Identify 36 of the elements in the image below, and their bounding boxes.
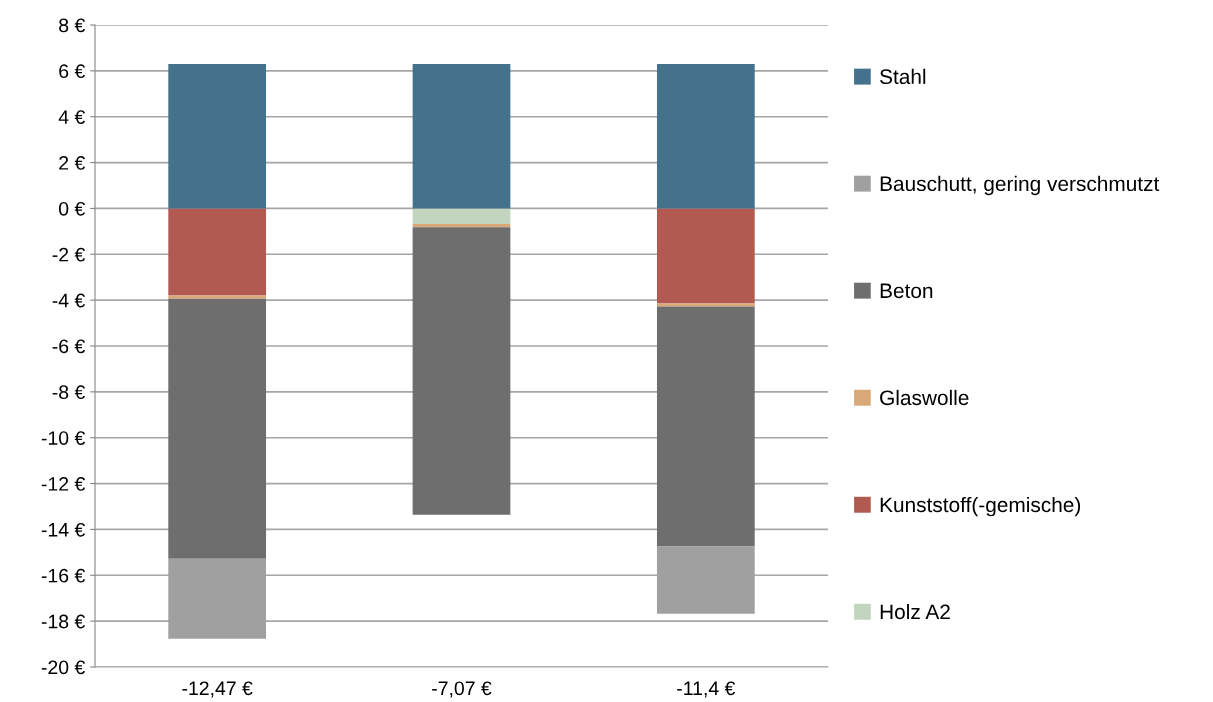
- bar: [412, 227, 511, 515]
- bar: [168, 295, 267, 299]
- y-tick-label: -18 €: [41, 614, 86, 629]
- legend-label: Kunststoff(-gemische): [880, 496, 1081, 517]
- y-tick-label: -14 €: [41, 522, 86, 537]
- bar: [412, 208, 511, 225]
- legend-label: Stahl: [880, 68, 926, 85]
- x-tick-label: -11,4 €: [677, 681, 736, 698]
- y-tick-label: 6 €: [59, 64, 86, 79]
- legend-label: Holz A2: [880, 603, 950, 620]
- legend-label: Glaswolle: [880, 389, 969, 406]
- y-tick-label: 4 €: [58, 110, 86, 124]
- bar: [656, 306, 755, 547]
- y-tick-label: 2 €: [59, 156, 86, 170]
- legend-label: Bauschutt, gering verschmutzt: [880, 175, 1160, 196]
- bar: [168, 63, 267, 209]
- bar: [656, 208, 755, 304]
- y-tick-label: 0 €: [59, 201, 86, 216]
- y-tick-label: -20 €: [41, 660, 86, 675]
- y-tick-label: -2 €: [52, 247, 86, 262]
- bar: [656, 63, 755, 209]
- y-tick-label: 8 €: [59, 18, 86, 33]
- y-tick-label: -6 €: [52, 339, 86, 354]
- x-tick-label: -12,47 €: [182, 681, 253, 698]
- bar: [656, 303, 755, 307]
- bar: [168, 208, 267, 296]
- y-tick-label: -16 €: [41, 568, 86, 583]
- bar: [412, 224, 511, 228]
- y-tick-label: -4 €: [52, 293, 86, 308]
- y-tick-label: -10 €: [41, 431, 86, 445]
- bar: [412, 63, 511, 209]
- bar: [168, 298, 267, 559]
- y-tick-label: -8 €: [52, 385, 86, 400]
- y-tick-label: -12 €: [41, 477, 86, 491]
- x-tick-label: -7,07 €: [432, 681, 492, 698]
- legend-label: Beton: [880, 283, 933, 299]
